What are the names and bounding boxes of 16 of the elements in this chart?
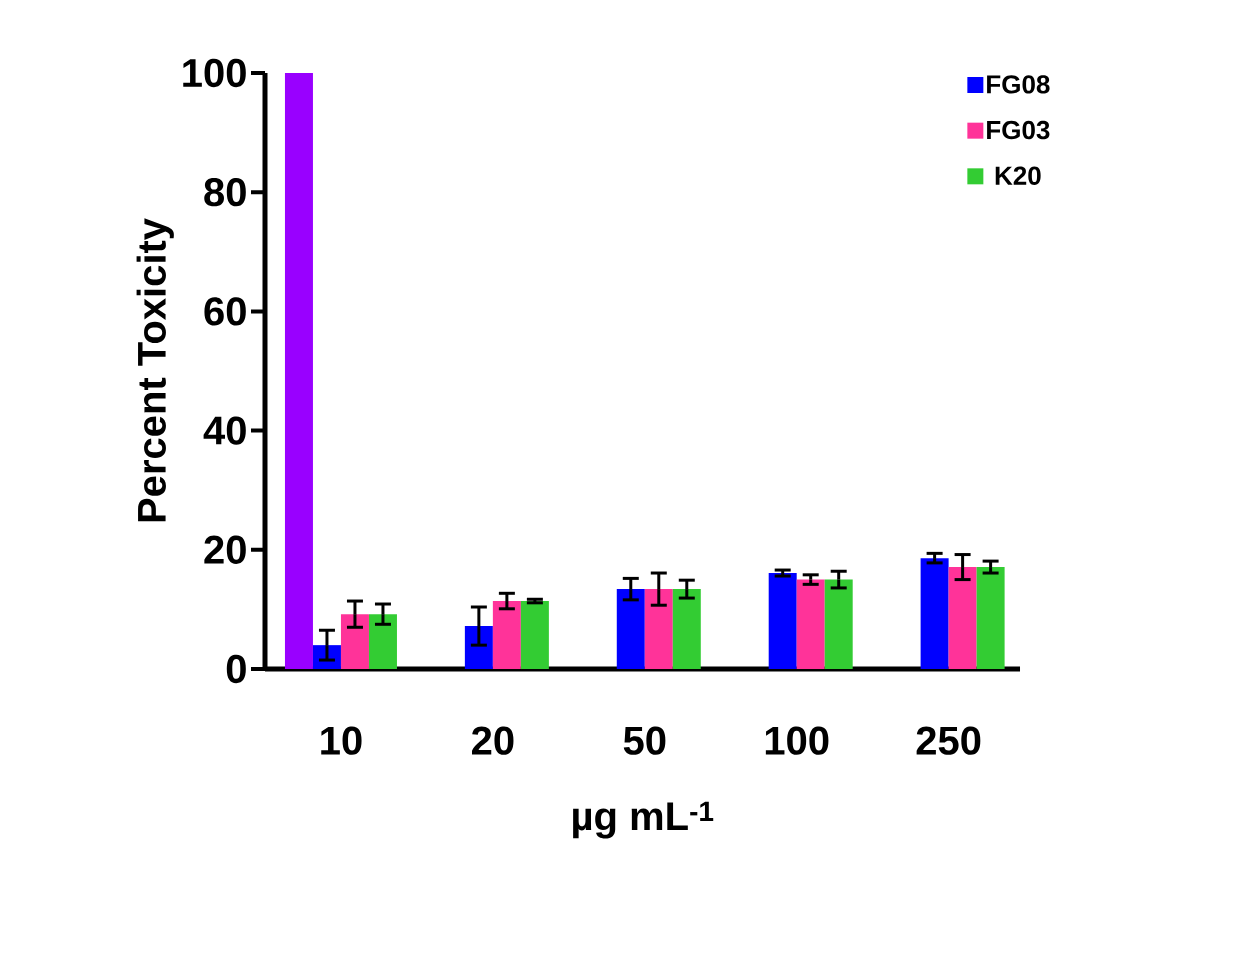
- x-axis-title: µg mL$^{-1}$: [573, 801, 714, 839]
- y-tick-label: 60: [204, 297, 246, 326]
- x-tick-label: 250: [916, 726, 981, 755]
- y-tick-label: 80: [204, 178, 246, 207]
- legend-label: K20: [995, 166, 1041, 185]
- x-tick-label: 20: [472, 726, 514, 755]
- x-tick-label: 10: [321, 726, 362, 755]
- y-tick-label: 0: [226, 654, 246, 684]
- x-tick-label: 100: [765, 726, 829, 755]
- x-tick-label: 50: [623, 726, 666, 755]
- y-tick-label: 20: [204, 535, 246, 564]
- y-tick-label: 100: [183, 58, 246, 88]
- y-tick-label: 40: [203, 416, 246, 445]
- legend-label: FG08: [987, 75, 1050, 94]
- y-axis-title: Percent Toxicity: [136, 218, 174, 522]
- legend-label: FG03: [987, 120, 1050, 140]
